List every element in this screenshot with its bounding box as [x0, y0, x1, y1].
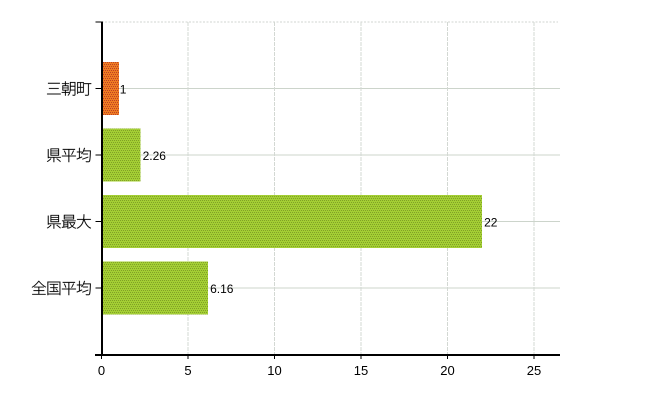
svg-text:5: 5: [184, 363, 191, 378]
svg-text:6.16: 6.16: [210, 282, 234, 296]
svg-text:10: 10: [267, 363, 281, 378]
svg-text:15: 15: [354, 363, 368, 378]
svg-text:25: 25: [527, 363, 541, 378]
svg-text:20: 20: [440, 363, 454, 378]
svg-text:1: 1: [120, 82, 127, 96]
svg-text:0: 0: [98, 363, 105, 378]
svg-text:2.26: 2.26: [143, 149, 167, 163]
svg-text:22: 22: [484, 215, 498, 229]
